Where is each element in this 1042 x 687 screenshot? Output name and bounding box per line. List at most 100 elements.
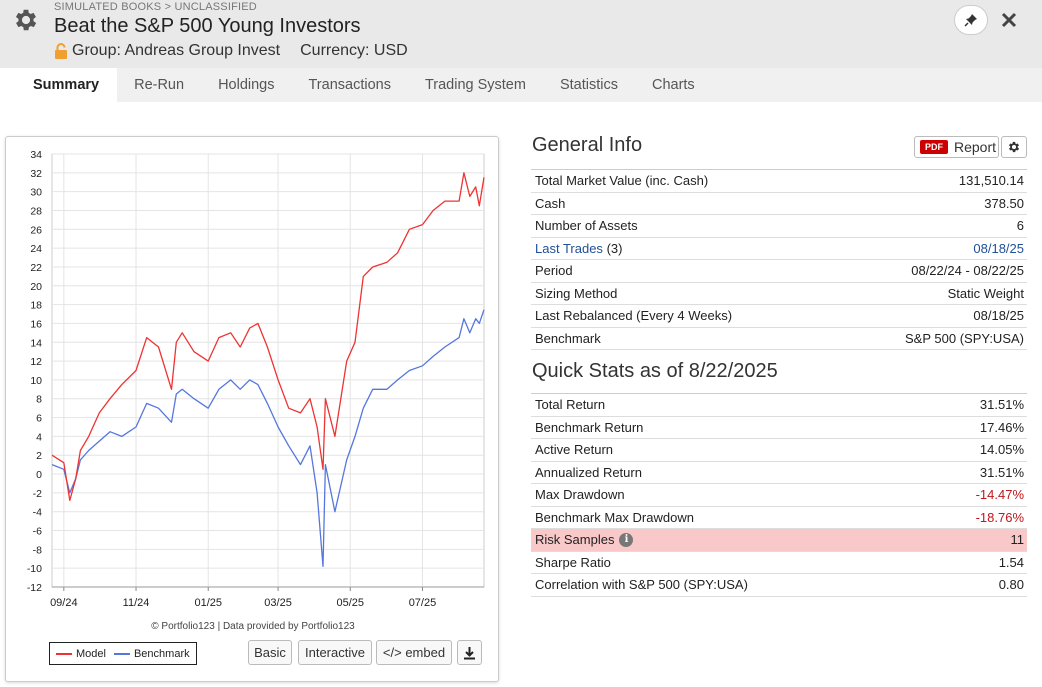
performance-chart[interactable]: 3432302826242220181614121086420-2-4-6-8-…	[6, 137, 500, 615]
legend-item-model[interactable]: Model	[54, 648, 106, 660]
chart-credit: © Portfolio123 | Data provided by Portfo…	[151, 621, 355, 632]
pin-icon	[964, 14, 977, 27]
row-value: -18.76%	[975, 509, 1024, 525]
x-tick-label: 09/24	[50, 597, 78, 609]
embed-button[interactable]: </> embed	[376, 640, 452, 665]
legend-label-model: Model	[76, 647, 106, 660]
download-icon	[464, 646, 475, 659]
row-label: Active Return	[535, 442, 614, 458]
row-value: 378.50	[984, 195, 1024, 211]
legend-item-benchmark[interactable]: Benchmark	[112, 648, 190, 660]
tab-trading-system[interactable]: Trading System	[424, 77, 526, 93]
last-trades-link[interactable]: Last Trades	[535, 240, 603, 256]
table-row: Last Trades (3) 08/18/25	[531, 238, 1027, 260]
y-tick-label: -8	[33, 544, 42, 556]
interactive-button[interactable]: Interactive	[298, 640, 372, 665]
y-tick-label: -10	[27, 563, 42, 575]
gear-icon[interactable]	[12, 6, 40, 34]
table-row: Total Market Value (inc. Cash) 131,510.1…	[531, 170, 1027, 193]
tab-transactions[interactable]: Transactions	[308, 77, 391, 93]
tab-rerun[interactable]: Re-Run	[134, 77, 185, 93]
x-tick-label: 03/25	[264, 597, 292, 609]
row-label: Correlation with S&P 500 (SPY:USA)	[535, 577, 748, 593]
pin-button[interactable]	[954, 5, 988, 35]
download-button[interactable]	[457, 640, 482, 665]
series-line-benchmark	[51, 309, 485, 567]
x-tick-label: 01/25	[194, 597, 222, 609]
tab-charts[interactable]: Charts	[651, 77, 695, 93]
tab-statistics[interactable]: Statistics	[559, 77, 618, 93]
quick-stats-table: Total Return 31.51% Benchmark Return 17.…	[531, 393, 1027, 597]
y-tick-label: 28	[30, 205, 42, 217]
lock-icon	[55, 43, 67, 59]
y-tick-label: 4	[36, 431, 42, 443]
table-row: Benchmark Return 17.46%	[531, 417, 1027, 439]
report-button[interactable]: PDF Report	[914, 136, 999, 158]
pdf-icon: PDF	[920, 140, 948, 154]
row-label: Total Market Value (inc. Cash)	[535, 173, 709, 189]
table-row: Risk Samples i 11	[531, 529, 1027, 552]
row-value: 0.80	[998, 577, 1024, 593]
report-settings-button[interactable]	[1001, 136, 1027, 158]
last-trades-date-link[interactable]: 08/18/25	[973, 240, 1024, 256]
y-tick-label: 26	[30, 224, 42, 236]
row-label: Last Rebalanced (Every 4 Weeks)	[535, 308, 733, 324]
x-tick-label: 11/24	[123, 597, 150, 609]
performance-chart-panel: 34 32 30 28 26 24 22 20 18 16 14 12 10 8 6 4 2 0 -2 -4 -6 -8-…	[5, 136, 499, 682]
table-row: Sharpe Ratio 1.54	[531, 552, 1027, 574]
row-value: 31.51%	[979, 464, 1024, 480]
row-value: 17.46%	[979, 419, 1024, 435]
row-value: -14.47%	[975, 487, 1024, 503]
y-tick-label: -12	[27, 582, 42, 594]
table-row: Number of Assets 6	[531, 215, 1027, 238]
tab-bar: Summary Re-Run Holdings Transactions Tra…	[15, 68, 1042, 102]
row-label: Sharpe Ratio	[535, 554, 611, 570]
y-tick-label: 8	[36, 394, 42, 406]
page-header: SIMULATED BOOKS > UNCLASSIFIED Beat the …	[0, 0, 1042, 68]
y-tick-label: -4	[33, 507, 42, 519]
risk-samples-cell: Risk Samples i	[535, 532, 634, 548]
x-tick-label: 05/25	[336, 597, 364, 609]
legend-swatch-model	[56, 652, 72, 655]
breadcrumb: SIMULATED BOOKS > UNCLASSIFIED	[54, 1, 257, 13]
table-row: Benchmark S&P 500 (SPY:USA)	[531, 328, 1027, 350]
y-tick-label: -2	[33, 488, 42, 500]
info-icon[interactable]: i	[619, 532, 634, 547]
row-label: Risk Samples	[535, 532, 615, 548]
last-trades-cell: Last Trades (3)	[535, 241, 622, 256]
table-row: Annualized Return 31.51%	[531, 462, 1027, 484]
general-info-title: General Info	[532, 134, 643, 156]
row-value: 1.54	[998, 554, 1024, 570]
table-row: Active Return 14.05%	[531, 439, 1027, 462]
y-tick-label: 30	[30, 187, 42, 199]
tab-holdings[interactable]: Holdings	[218, 77, 275, 93]
plot-area	[51, 153, 485, 588]
basic-button[interactable]: Basic	[248, 640, 292, 665]
table-row: Benchmark Max Drawdown -18.76%	[531, 507, 1027, 529]
close-icon	[1001, 12, 1017, 28]
y-tick-label: 34	[30, 149, 42, 161]
row-value: 6	[1016, 218, 1024, 234]
close-button[interactable]	[998, 9, 1020, 31]
y-tick-label: 16	[30, 318, 42, 330]
general-info-table: Total Market Value (inc. Cash) 131,510.1…	[531, 169, 1027, 350]
table-row: Correlation with S&P 500 (SPY:USA) 0.80	[531, 574, 1027, 597]
table-row: Cash 378.50	[531, 193, 1027, 215]
row-label: Max Drawdown	[535, 487, 625, 503]
row-label: Period	[535, 263, 573, 279]
y-tick-label: 32	[30, 168, 42, 180]
quick-stats-title: Quick Stats as of 8/22/2025	[532, 360, 778, 382]
table-row: Max Drawdown -14.47%	[531, 484, 1027, 507]
legend-swatch-benchmark	[113, 652, 130, 655]
group-line: Group: Andreas Group Invest Currency: US…	[54, 42, 408, 60]
row-value: S&P 500 (SPY:USA)	[905, 330, 1024, 346]
chart-legend: Model Benchmark	[49, 642, 197, 665]
row-value: 14.05%	[979, 442, 1024, 458]
row-value: 31.51%	[979, 397, 1024, 413]
y-tick-label: 0	[36, 469, 42, 481]
table-row: Total Return 31.51%	[531, 394, 1027, 417]
report-label: Report	[954, 139, 997, 155]
y-tick-label: 20	[30, 281, 42, 293]
x-tick-label: 07/25	[409, 597, 437, 609]
tab-summary[interactable]: Summary	[15, 68, 118, 102]
